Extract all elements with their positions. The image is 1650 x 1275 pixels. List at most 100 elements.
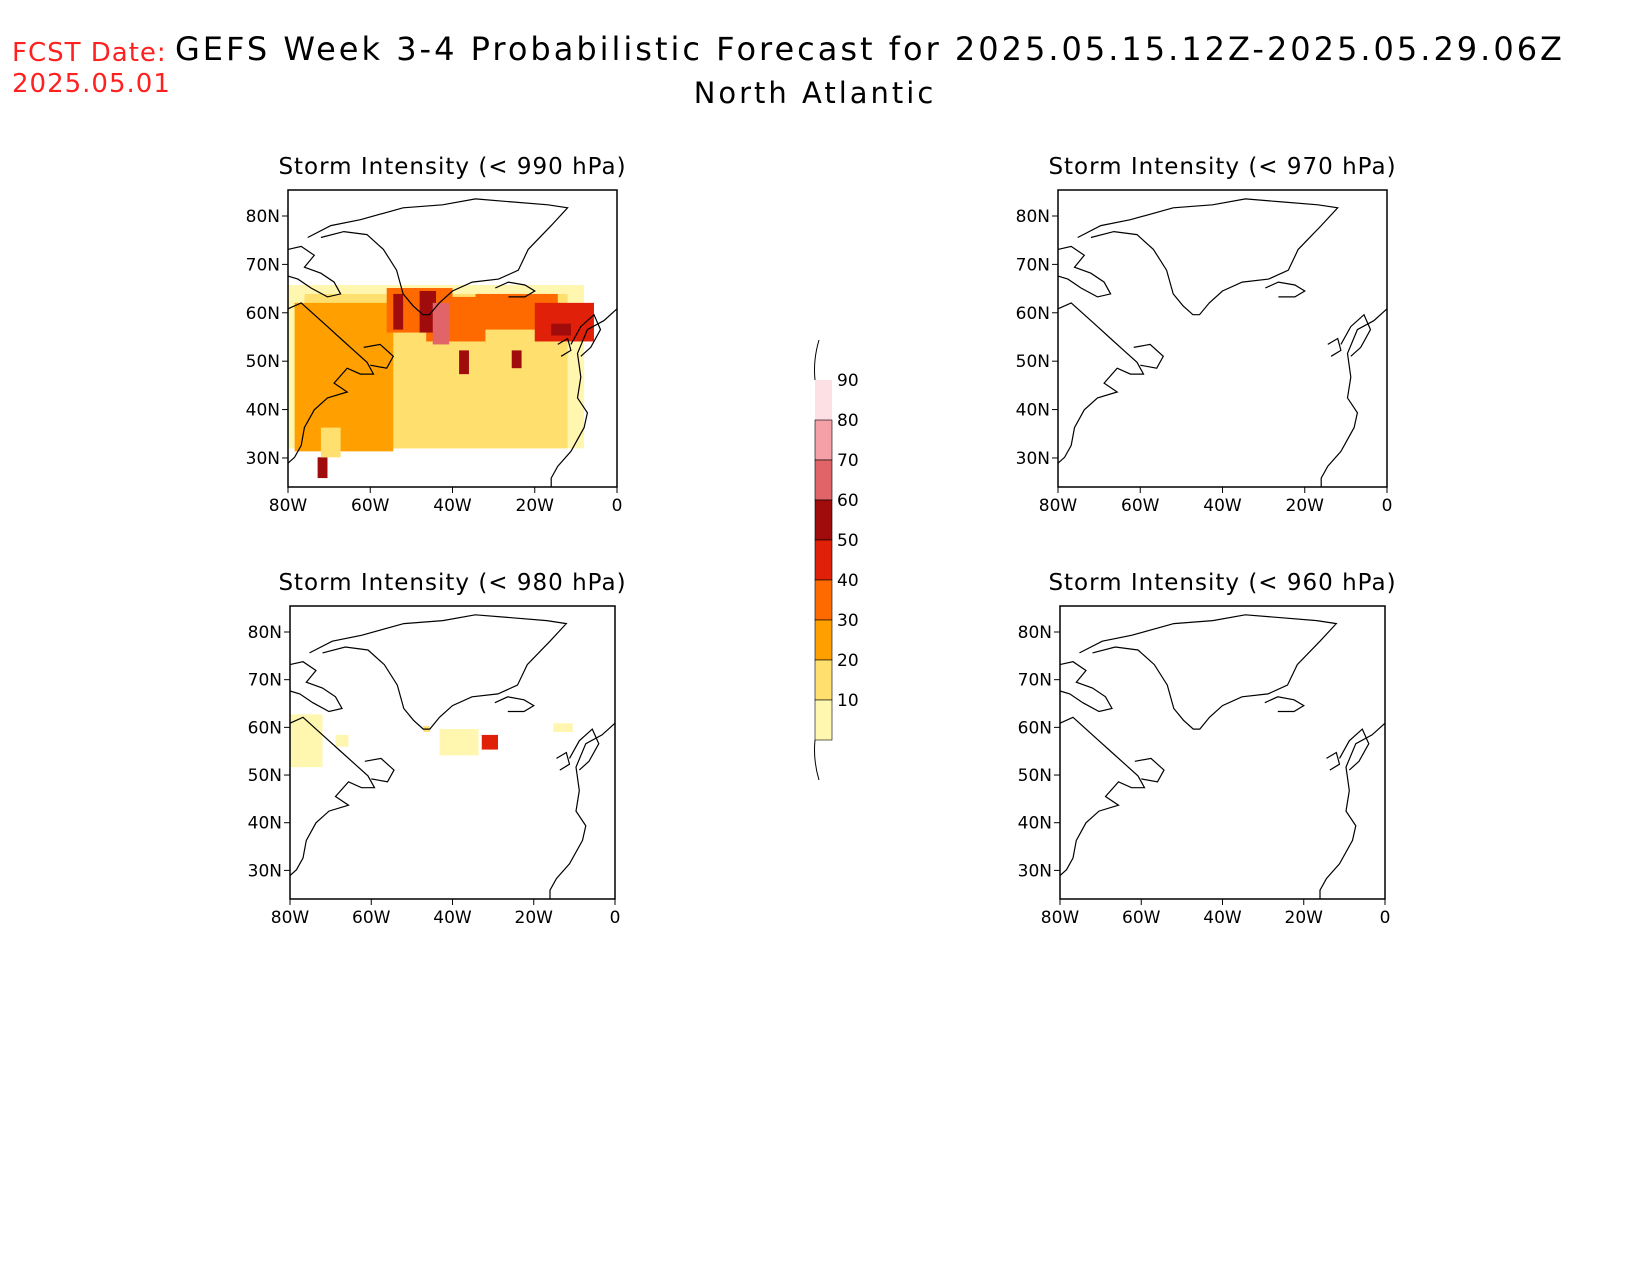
lat-label: 80N [1018, 623, 1052, 643]
lon-label: 0 [1380, 908, 1391, 928]
colorbar-label: 40 [837, 571, 859, 591]
colorbar-segment [814, 419, 833, 461]
colorbar-segment [815, 380, 832, 420]
colorbar-label: 20 [837, 651, 859, 671]
probability-area [432, 302, 450, 345]
probability-area [320, 427, 341, 458]
lon-label: 20W [515, 908, 554, 928]
lon-label: 80W [1039, 496, 1078, 516]
coastline [570, 313, 602, 357]
panel-title: Storm Intensity (< 970 hPa) [1048, 154, 1396, 180]
coastline [307, 198, 569, 316]
lon-label: 0 [610, 908, 621, 928]
lat-label: 30N [246, 449, 280, 469]
forecast-date-block: FCST Date: 2025.05.01 [12, 38, 171, 100]
lat-label: 50N [1018, 766, 1052, 786]
lat-label: 40N [246, 401, 280, 421]
probability-area [481, 734, 498, 750]
lon-label: 60W [352, 908, 391, 928]
lat-label: 70N [248, 671, 282, 691]
probability-area [439, 729, 479, 756]
page-title: GEFS Week 3-4 Probabilistic Forecast for… [175, 30, 1565, 68]
panel-title: Storm Intensity (< 980 hPa) [278, 570, 626, 596]
coastline [1133, 343, 1165, 369]
colorbar-segment [814, 619, 833, 661]
lat-label: 30N [1018, 861, 1052, 881]
lon-label: 20W [1285, 908, 1324, 928]
panel-title: Storm Intensity (< 990 hPa) [278, 154, 626, 180]
coastline [1326, 751, 1341, 771]
lon-label: 80W [1041, 908, 1080, 928]
colorbar-label: 90 [837, 371, 859, 391]
colorbar-label: 10 [837, 691, 859, 711]
lon-label: 0 [1382, 496, 1393, 516]
page-subtitle: North Atlantic [693, 76, 937, 110]
probability-area [393, 293, 404, 330]
coastline [557, 337, 572, 357]
colorbar-segment [814, 459, 833, 501]
coastline [363, 343, 395, 369]
map-panel-2: Storm Intensity (< 970 hPa) 80N 70N 60N 50N 4… [1016, 154, 1396, 516]
probability-area [419, 290, 437, 333]
colorbar-segment [814, 579, 833, 621]
coastline [1264, 696, 1305, 713]
colorbar-label: 70 [837, 451, 859, 471]
colorbar-label: 80 [837, 411, 859, 431]
lon-label: 0 [612, 496, 623, 516]
forecast-date-label: FCST Date: [12, 38, 167, 68]
probability-area [553, 723, 573, 732]
probability-area [335, 734, 349, 747]
lat-label: 60N [1018, 718, 1052, 738]
coastline [309, 614, 568, 730]
coastline [494, 696, 535, 713]
coastline [364, 757, 395, 783]
map-panel-3: Storm Intensity (< 980 hPa) 80N 70N 60N 50N 4… [248, 570, 626, 928]
lat-label: 80N [1016, 207, 1050, 227]
probability-area [317, 457, 328, 479]
coastline [1059, 716, 1146, 877]
colorbar: 90 80 70 60 50 40 30 20 10 [814, 339, 859, 781]
lat-label: 80N [246, 207, 280, 227]
lat-label: 60N [1016, 304, 1050, 324]
colorbar-cap-top [814, 339, 820, 381]
map-panel-1: Storm Intensity (< 990 hPa) 80N 70N 60N 50N 4… [246, 154, 626, 516]
lon-label: 60W [351, 496, 390, 516]
lon-label: 60W [1121, 496, 1160, 516]
coastline [550, 308, 618, 487]
probability-area [551, 323, 571, 336]
lat-label: 60N [248, 718, 282, 738]
lon-label: 80W [269, 496, 308, 516]
forecast-date-value: 2025.05.01 [12, 69, 171, 99]
lat-label: 40N [1018, 814, 1052, 834]
coastline [556, 751, 571, 771]
lat-label: 70N [1018, 671, 1052, 691]
probability-area [290, 714, 323, 768]
coastline [1059, 661, 1113, 713]
colorbar-cap-bottom [814, 739, 820, 781]
coastline [1340, 313, 1372, 357]
map-panel-4: Storm Intensity (< 960 hPa) 80N 70N 60N 50N 4… [1018, 570, 1396, 928]
probability-area [294, 302, 394, 452]
lon-label: 40W [433, 496, 472, 516]
lon-label: 20W [516, 496, 555, 516]
coastline [1057, 302, 1145, 464]
lon-label: 80W [271, 908, 310, 928]
lat-label: 70N [1016, 255, 1050, 275]
lon-label: 60W [1122, 908, 1161, 928]
lat-label: 40N [1016, 401, 1050, 421]
colorbar-label: 30 [837, 611, 859, 631]
lat-label: 60N [246, 304, 280, 324]
lat-label: 50N [248, 766, 282, 786]
coastline [289, 661, 343, 713]
panel-title: Storm Intensity (< 960 hPa) [1048, 570, 1396, 596]
coastline [549, 722, 616, 899]
coastline [287, 245, 342, 298]
coastline [1079, 614, 1338, 730]
lat-label: 30N [1016, 449, 1050, 469]
coastline [1319, 722, 1386, 899]
coastline [495, 281, 536, 298]
lat-label: 80N [248, 623, 282, 643]
probability-area [511, 350, 522, 369]
lon-label: 20W [1286, 496, 1325, 516]
colorbar-segment [814, 499, 833, 541]
